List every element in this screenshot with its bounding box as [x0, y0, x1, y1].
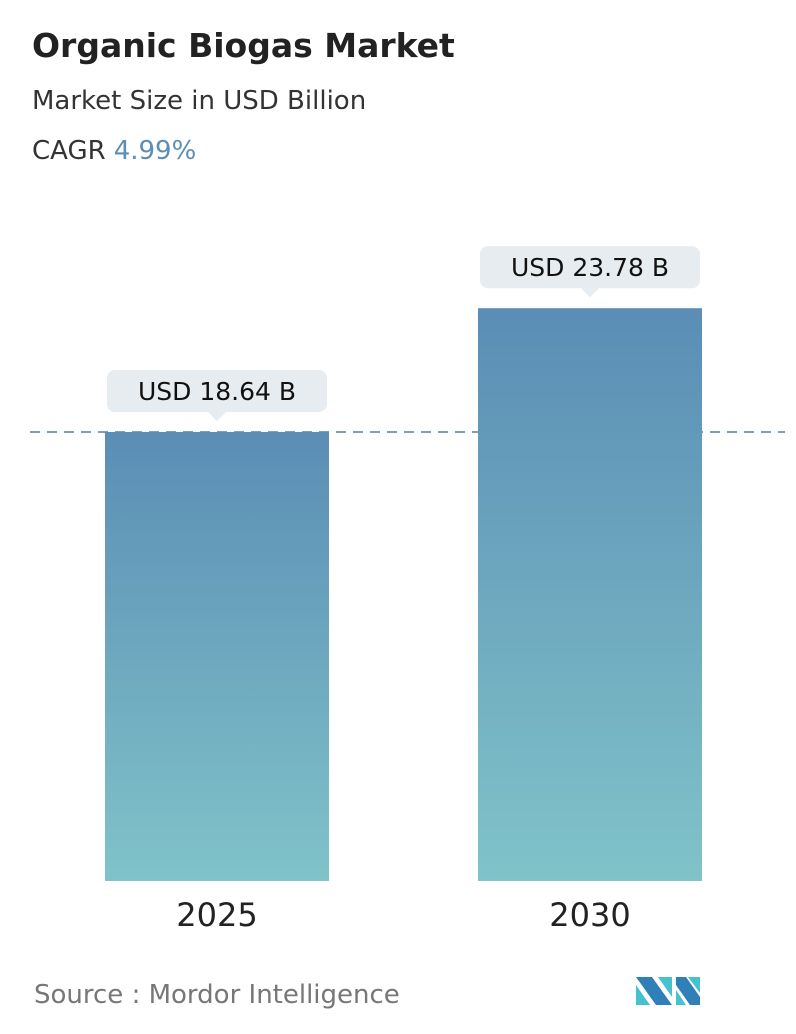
data-label: USD 23.78 B	[511, 253, 669, 282]
chart-subtitle: Market Size in USD Billion	[32, 86, 367, 116]
chart-title: Organic Biogas Market	[32, 26, 455, 65]
cagr-label: CAGR	[32, 136, 106, 166]
data-label-pointer	[581, 288, 599, 298]
data-label: USD 18.64 B	[138, 377, 296, 406]
x-tick-label: 2030	[549, 896, 630, 934]
data-label-bubble	[107, 370, 327, 413]
cagr-value: 4.99%	[113, 136, 197, 166]
bar-2025	[105, 432, 329, 881]
data-label-bubble	[480, 246, 700, 289]
source-text: Source : Mordor Intelligence	[34, 980, 400, 1010]
x-tick-label: 2025	[176, 896, 257, 934]
bar-2030	[478, 308, 702, 881]
data-label-pointer	[208, 412, 226, 422]
cagr: CAGR 4.99%	[32, 136, 196, 166]
